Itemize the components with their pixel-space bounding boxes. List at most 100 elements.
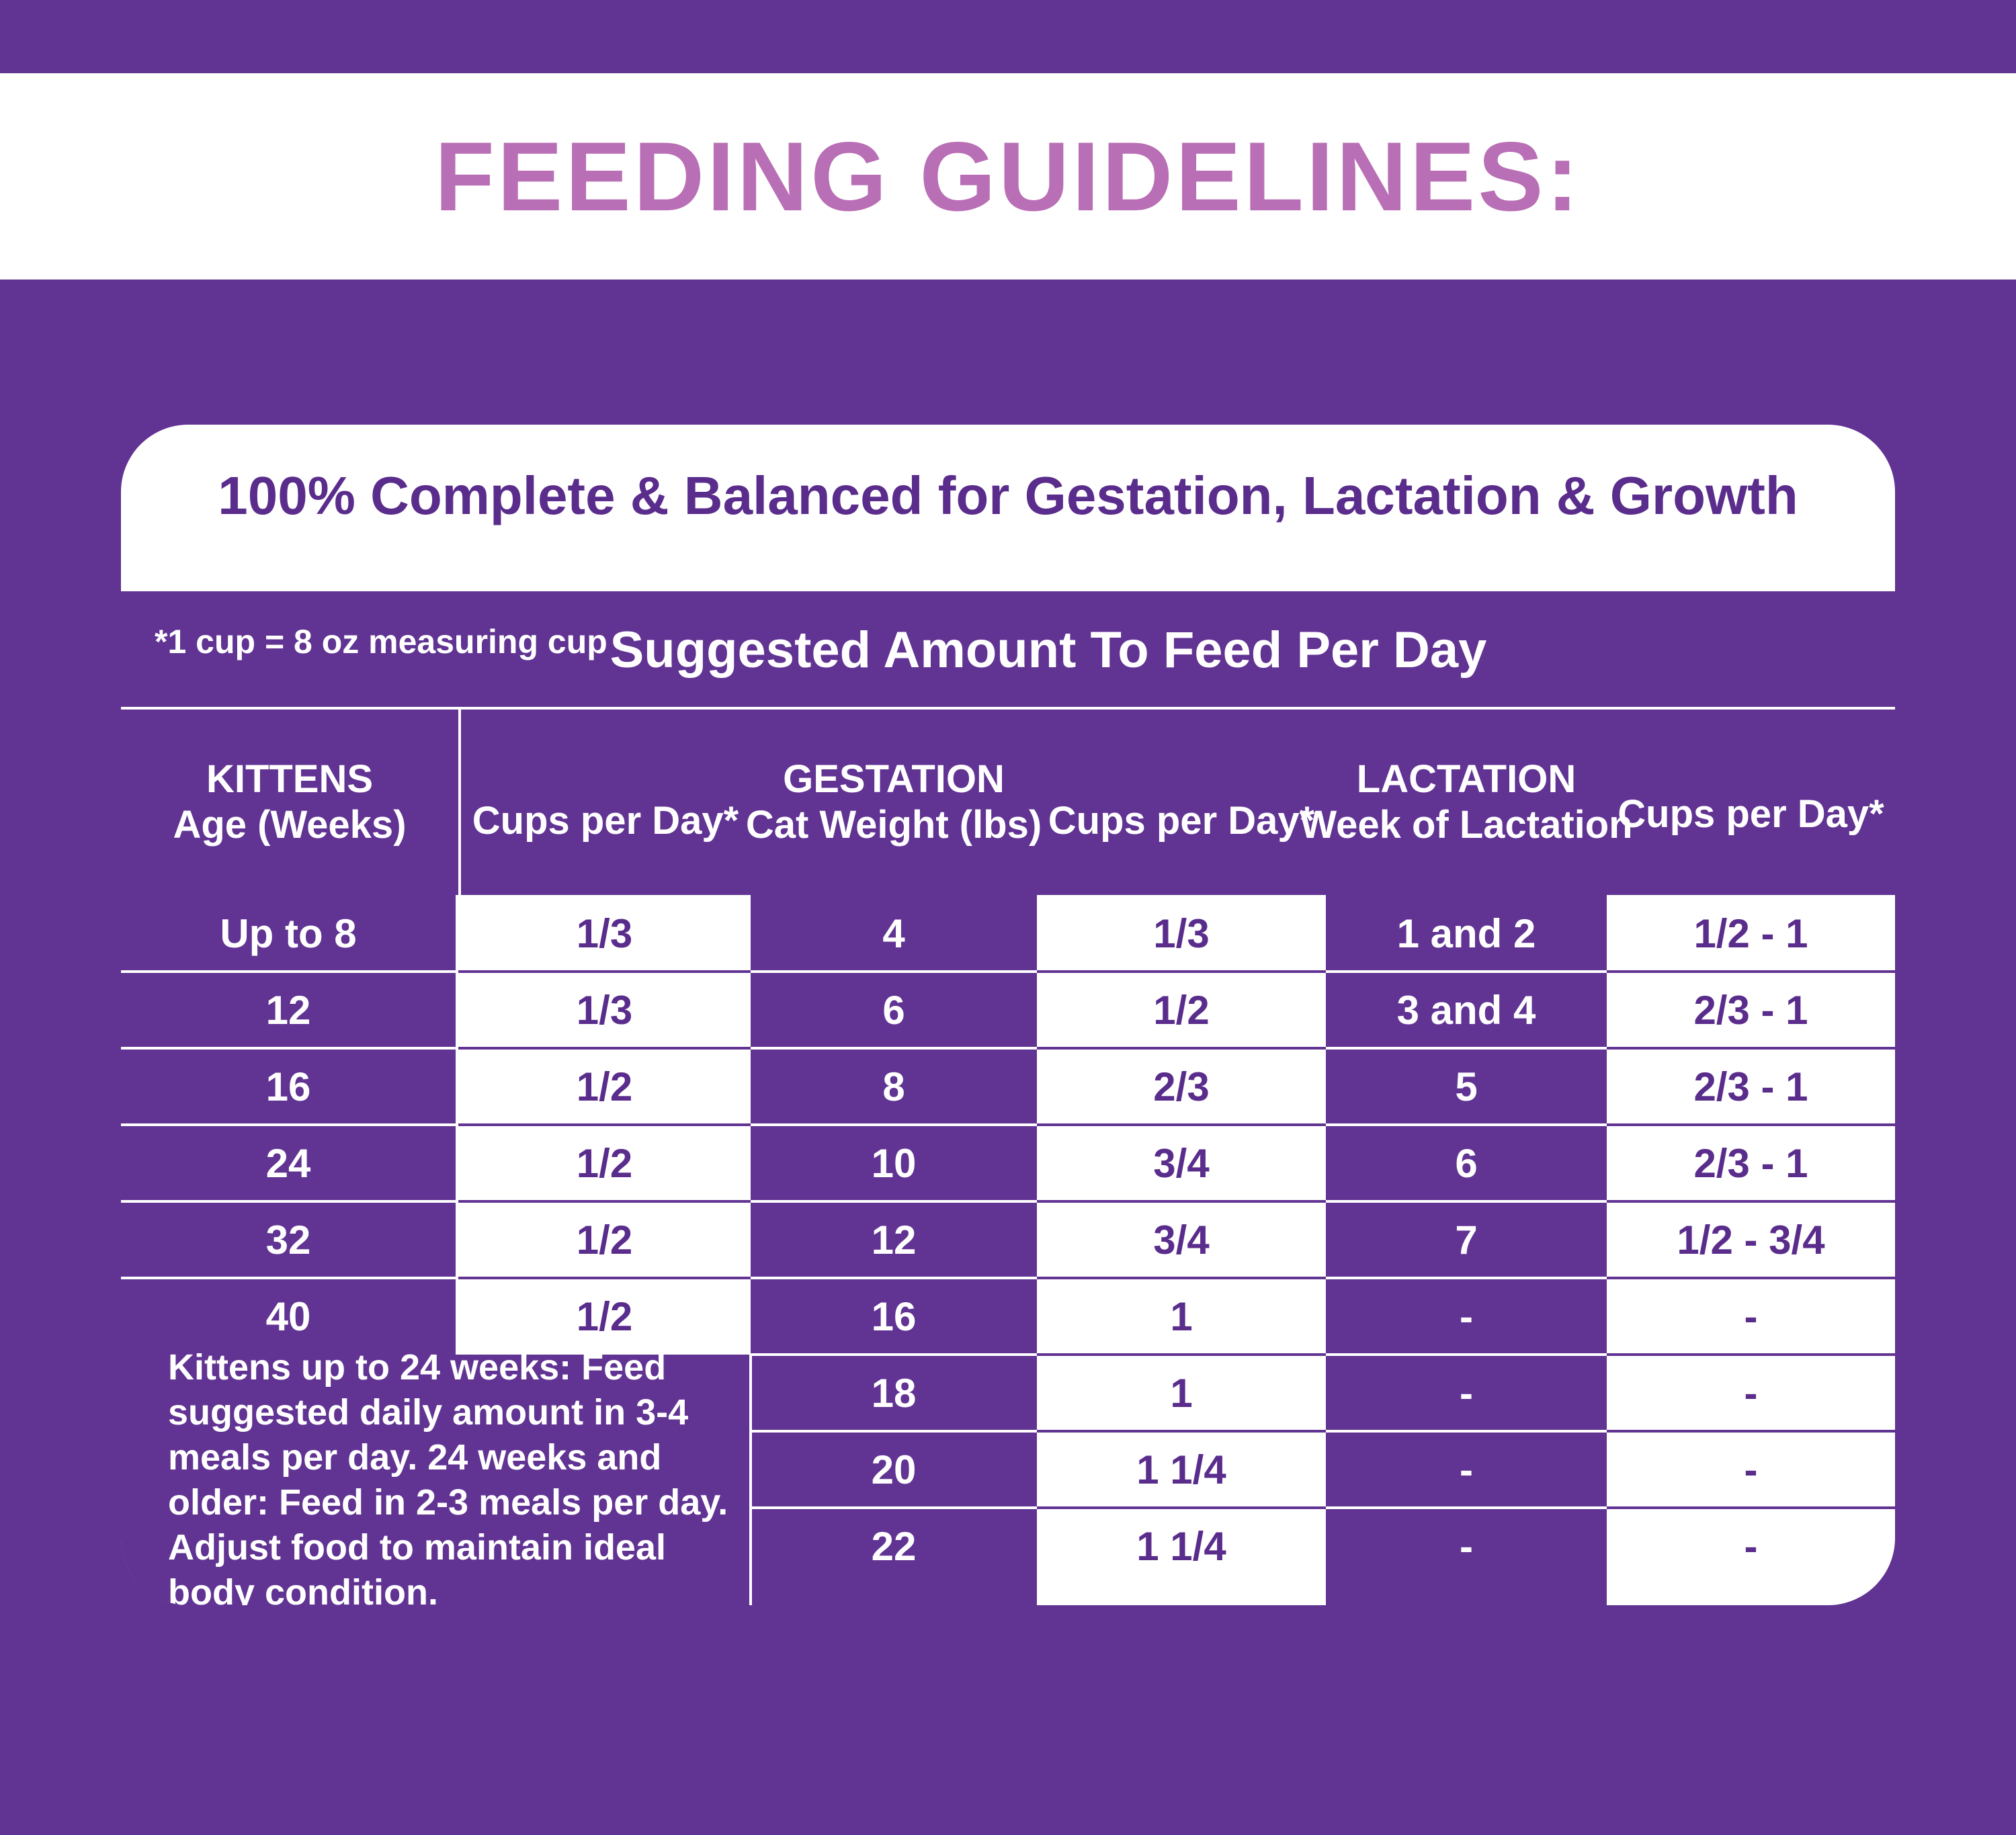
kitten-feeding-note: Kittens up to 24 weeks: Feed suggested d… [168, 1347, 728, 1606]
row-divider [458, 970, 751, 973]
row-divider [1037, 1277, 1326, 1279]
gestation-cups-cell: 2/3 [1153, 1064, 1210, 1109]
kitten-age-cell: 16 [265, 1064, 311, 1109]
kitten-cups-header: Cups per Day* [472, 799, 739, 843]
lactation-cups-header: Cups per Day* [1618, 792, 1884, 836]
kitten-cups-cell: 1/2 [576, 1064, 633, 1109]
row-divider [1037, 1353, 1326, 1356]
row-divider [751, 1506, 1037, 1509]
gestation-weight-cell: 6 [882, 987, 905, 1033]
table-subtitle: 100% Complete & Balanced for Gestation, … [218, 466, 1798, 525]
lactation-week-cell: 3 and 4 [1396, 987, 1536, 1033]
row-divider [1037, 1123, 1326, 1126]
kitten-age-cell: 24 [265, 1140, 311, 1186]
column-header-band [121, 710, 1895, 895]
feeding-table-card: 100% Complete & Balanced for Gestation, … [121, 425, 1895, 1605]
lactation-week-cell: - [1460, 1293, 1473, 1339]
lactation-cups-cell: 2/3 - 1 [1693, 987, 1808, 1033]
gestation-weight-cell: 16 [871, 1293, 917, 1339]
row-divider [1607, 1430, 1895, 1433]
row-divider [751, 1123, 1037, 1126]
kitten-age-cell: 32 [265, 1217, 311, 1263]
kitten-cups-cell: 1/2 [576, 1293, 633, 1339]
lactation-week-column [1326, 895, 1607, 1605]
lactation-cups-cell: 1/2 - 3/4 [1677, 1217, 1825, 1263]
gestation-weight-cell: 18 [871, 1370, 917, 1416]
gestation-weight-cell: 10 [871, 1140, 917, 1186]
kitten-cups-cell: 1/3 [576, 987, 633, 1033]
row-divider [1607, 1277, 1895, 1279]
row-divider [751, 1047, 1037, 1050]
row-divider [1326, 1123, 1607, 1126]
gestation-cups-cell: 3/4 [1153, 1140, 1210, 1186]
row-divider [1326, 970, 1607, 973]
gestation-weight-column [751, 895, 1037, 1605]
row-divider [121, 1277, 456, 1279]
gestation-weight-cell: 22 [871, 1523, 917, 1569]
gestation-weight-cell: 20 [871, 1447, 917, 1492]
page-title: FEEDING GUIDELINES: [434, 121, 1582, 231]
lactation-cups-cell: - [1744, 1293, 1758, 1339]
lactation-header-line1: LACTATION [1356, 757, 1577, 801]
gestation-cups-cell: 1/2 [1153, 987, 1210, 1033]
title-banner: FEEDING GUIDELINES: [0, 73, 2016, 280]
row-divider [1607, 1123, 1895, 1126]
kitten-note-panel [121, 1355, 751, 1605]
gestation-header-line1: GESTATION [783, 757, 1005, 801]
row-divider [1607, 1353, 1895, 1356]
kitten-header-divider [458, 710, 461, 895]
lactation-cups-cell: 2/3 - 1 [1693, 1140, 1808, 1186]
cup-note: *1 cup = 8 oz measuring cup [155, 623, 607, 660]
row-divider [751, 1277, 1037, 1279]
note-divider [749, 1355, 752, 1605]
kittens-header-line2: Age (Weeks) [173, 803, 407, 847]
kitten-cups-cell: 1/2 [576, 1140, 633, 1186]
kittens-header-line1: KITTENS [206, 757, 374, 801]
row-divider [1607, 1200, 1895, 1203]
row-divider [1326, 1200, 1607, 1203]
lactation-week-header: LACTATION Week of Lactation [1300, 710, 1632, 895]
gestation-weight-cell: 8 [882, 1064, 905, 1109]
kitten-age-cell: Up to 8 [220, 910, 357, 956]
row-divider [1607, 1506, 1895, 1509]
kitten-age-cell: 40 [265, 1293, 311, 1339]
amount-header-band [121, 591, 1895, 708]
kitten-age-cell: 12 [265, 987, 311, 1033]
suggested-amount-label: Suggested Amount To Feed Per Day [610, 621, 1487, 679]
row-divider [751, 1200, 1037, 1203]
gestation-cups-cell: 3/4 [1153, 1217, 1210, 1263]
row-divider [121, 1047, 456, 1050]
gestation-cups-cell: 1 [1170, 1370, 1193, 1416]
gestation-weight-cell: 12 [871, 1217, 917, 1263]
gestation-header-line2: Cat Weight (lbs) [745, 803, 1042, 847]
lactation-week-cell: - [1460, 1447, 1473, 1492]
row-divider [1607, 1047, 1895, 1050]
row-divider [1326, 1353, 1607, 1356]
lactation-cups-cell: - [1744, 1447, 1758, 1492]
gestation-weight-cell: 4 [882, 910, 905, 956]
gestation-cups-header: Cups per Day* [1048, 799, 1315, 843]
lactation-cups-cell: 2/3 - 1 [1693, 1064, 1808, 1109]
lactation-week-cell: 1 and 2 [1396, 910, 1536, 956]
row-divider [751, 970, 1037, 973]
row-divider [458, 1200, 751, 1203]
lactation-week-cell: - [1460, 1370, 1473, 1416]
header-divider [121, 707, 1895, 710]
kitten-cups-cell: 1/3 [576, 910, 633, 956]
row-divider [1037, 1047, 1326, 1050]
row-divider [121, 1123, 456, 1126]
kittens-age-header: KITTENS Age (Weeks) [121, 710, 458, 895]
row-divider [458, 1047, 751, 1050]
row-divider [1037, 1430, 1326, 1433]
lactation-cups-cell: - [1744, 1370, 1758, 1416]
row-divider [751, 1353, 1037, 1356]
lactation-week-cell: 7 [1455, 1217, 1478, 1263]
row-divider [1037, 1200, 1326, 1203]
row-divider [1037, 1506, 1326, 1509]
row-divider [1326, 1506, 1607, 1509]
gestation-cups-cell: 1 1/4 [1136, 1523, 1226, 1569]
row-divider [1326, 1047, 1607, 1050]
row-divider [121, 1200, 456, 1203]
kitten-cups-cell: 1/2 [576, 1217, 633, 1263]
gestation-cups-cell: 1/3 [1153, 910, 1210, 956]
